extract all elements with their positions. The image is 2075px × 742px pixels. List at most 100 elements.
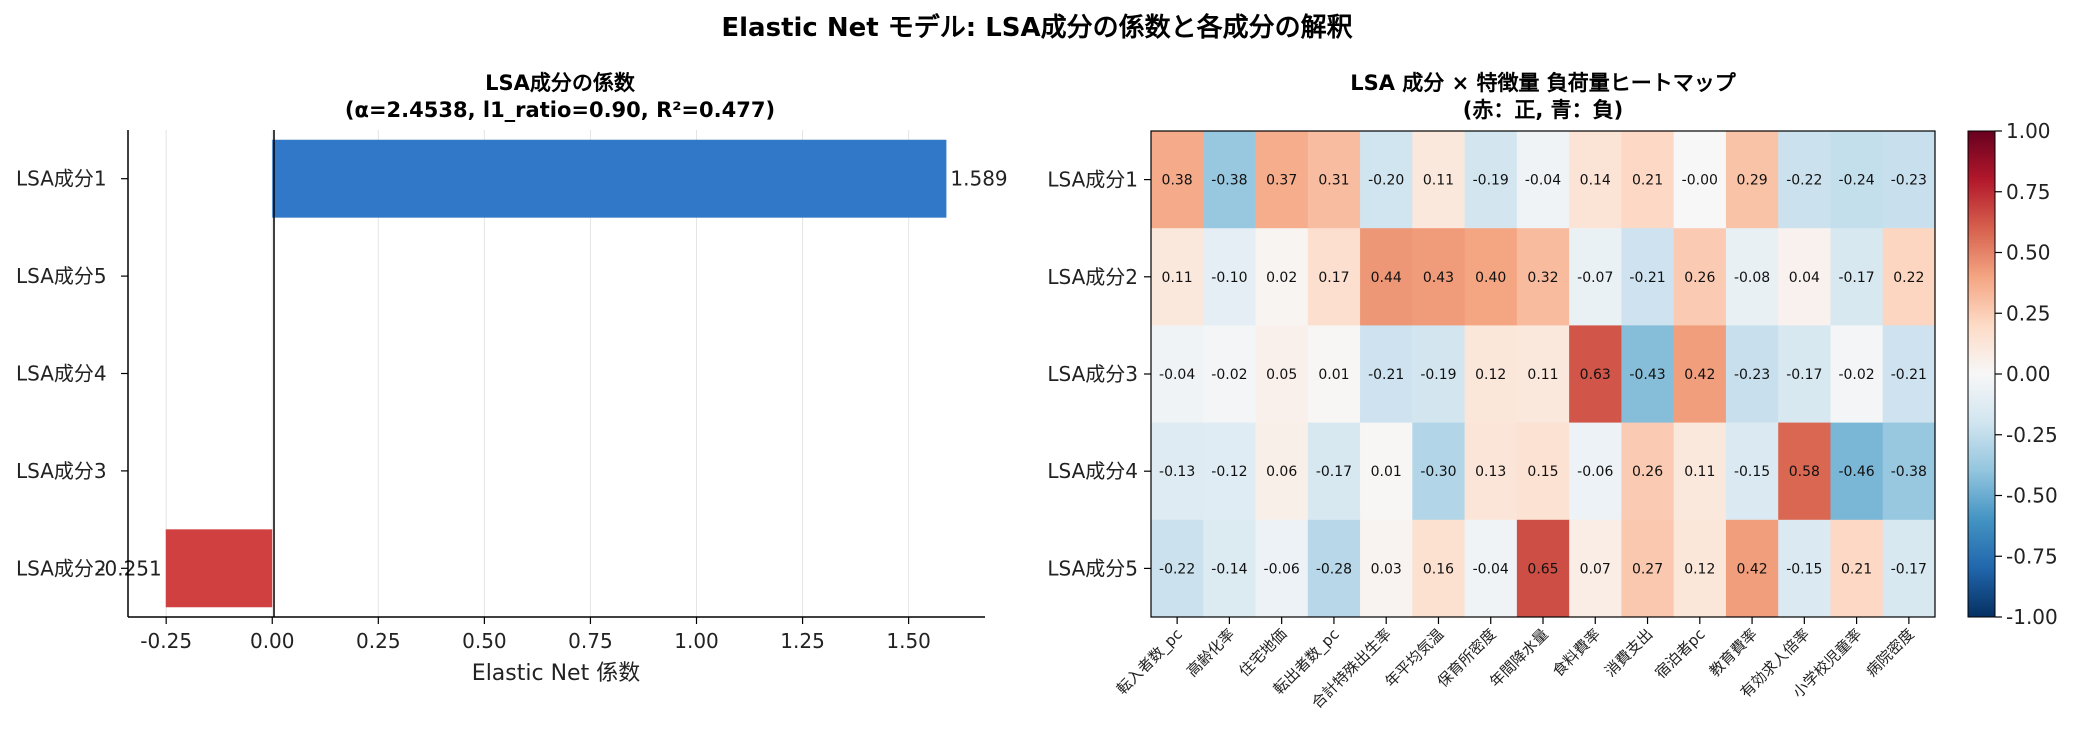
heatmap-cell	[1307, 228, 1361, 326]
heatmap-cell-label: 0.42	[1736, 561, 1767, 577]
heatmap-cell	[1464, 519, 1518, 618]
bar-x-tick-label: 0.25	[356, 629, 401, 653]
heatmap-cell-label: -0.06	[1577, 464, 1613, 480]
heatmap-cell-label: -0.15	[1734, 464, 1770, 480]
heatmap-cell	[1882, 131, 1936, 229]
heatmap-cell	[1151, 422, 1204, 521]
bar-chart-subtitle: (α=2.4538, l1_ratio=0.90, R²=0.477)	[345, 98, 775, 122]
heatmap-cell-label: -0.00	[1682, 173, 1718, 189]
heatmap-cell	[1360, 422, 1413, 521]
heatmap-cell	[1203, 519, 1257, 618]
heatmap-cell	[1255, 422, 1309, 521]
heatmap-cell-label: 0.65	[1527, 561, 1558, 577]
heatmap-cell-label: -0.19	[1473, 173, 1509, 189]
heatmap-row-label: LSA成分5	[1047, 556, 1138, 580]
heatmap-cell	[1725, 325, 1779, 424]
heatmap-cell	[1255, 228, 1309, 326]
heatmap-cell-label: 0.32	[1527, 270, 1558, 286]
heatmap-cell	[1151, 325, 1204, 424]
heatmap-cell	[1151, 519, 1204, 618]
heatmap-cell-label: -0.21	[1629, 270, 1665, 286]
heatmap-cell-label: 0.11	[1162, 270, 1193, 286]
bar-category-label: LSA成分4	[16, 362, 107, 386]
heatmap-row-label: LSA成分4	[1047, 459, 1138, 483]
heatmap-cell	[1516, 325, 1570, 424]
heatmap-cell-label: 0.14	[1580, 173, 1611, 189]
heatmap-cell-label: 0.31	[1318, 173, 1349, 189]
heatmap-cell-label: -0.38	[1891, 464, 1927, 480]
heatmap-cell-label: -0.08	[1734, 270, 1770, 286]
heatmap-cell	[1882, 422, 1936, 521]
heatmap-cell	[1255, 325, 1309, 424]
colorbar-tick-label: 0.75	[2006, 180, 2051, 204]
heatmap-cell	[1516, 228, 1570, 326]
heatmap-cell-label: -0.30	[1420, 464, 1456, 480]
heatmap-cell	[1673, 228, 1727, 326]
heatmap-column-label: 病院密度	[1863, 625, 1918, 680]
heatmap-cell-label: -0.02	[1211, 367, 1247, 383]
heatmap-cell-label: -0.10	[1211, 270, 1247, 286]
heatmap-cell	[1464, 131, 1518, 229]
heatmap-cell-label: 0.29	[1736, 173, 1767, 189]
heatmap-cell	[1464, 228, 1518, 326]
heatmap-cell-label: -0.43	[1629, 367, 1665, 383]
bar-value-label: -0.251	[97, 556, 161, 580]
heatmap-cell-label: 0.04	[1789, 270, 1820, 286]
heatmap-cell	[1307, 422, 1361, 521]
heatmap-cell-label: -0.20	[1368, 173, 1404, 189]
heatmap-cell	[1464, 422, 1518, 521]
heatmap-cell-label: 0.01	[1371, 464, 1402, 480]
heatmap-cell-label: -0.06	[1264, 561, 1300, 577]
bar-y-ticks: LSA成分1 LSA成分5 LSA成分4 LSA成分3 LSA成分2	[16, 167, 128, 580]
heatmap-cell-label: -0.04	[1159, 367, 1195, 383]
heatmap-panel: LSA 成分 × 特徴量 負荷量ヒートマップ (赤：正, 青：負) 0.38 -0…	[1047, 71, 2057, 712]
bar-value-label: 1.589	[950, 167, 1007, 191]
heatmap-row-label: LSA成分1	[1047, 168, 1138, 192]
bar-x-tick-label: 0.50	[462, 629, 507, 653]
heatmap-cell	[1360, 131, 1413, 229]
heatmap-cell	[1412, 131, 1466, 229]
colorbar-tick-label: 0.00	[2006, 362, 2051, 386]
heatmap-cell	[1621, 325, 1675, 424]
heatmap-cell-label: 0.03	[1371, 561, 1402, 577]
bar-x-tick-label: -0.25	[140, 629, 192, 653]
heatmap-cell	[1151, 131, 1204, 229]
bar-category-label: LSA成分3	[16, 459, 107, 483]
colorbar-tick-label: -0.75	[2006, 544, 2058, 568]
heatmap-cell-label: 0.27	[1632, 561, 1663, 577]
heatmap-cell	[1830, 422, 1884, 521]
heatmap-cell-label: -0.15	[1786, 561, 1822, 577]
heatmap-cell-label: 0.01	[1318, 367, 1349, 383]
heatmap-cell-label: -0.12	[1211, 464, 1247, 480]
heatmap-cell-label: 0.26	[1684, 270, 1715, 286]
heatmap-cell	[1360, 228, 1413, 326]
heatmap-cell-label: -0.24	[1838, 173, 1874, 189]
heatmap-cell	[1673, 422, 1727, 521]
heatmap-cell	[1255, 131, 1309, 229]
heatmap-cell-label: -0.23	[1891, 173, 1927, 189]
heatmap-cell	[1621, 228, 1675, 326]
heatmap-cell-label: -0.14	[1211, 561, 1247, 577]
heatmap-row-label: LSA成分2	[1047, 265, 1138, 289]
bar-chart-panel: LSA成分の係数 (α=2.4538, l1_ratio=0.90, R²=0.…	[16, 71, 1008, 686]
heatmap-cell-label: 0.02	[1266, 270, 1297, 286]
heatmap-cell-label: -0.38	[1211, 173, 1247, 189]
heatmap-cell	[1203, 131, 1257, 229]
heatmap-cell-label: -0.04	[1525, 173, 1561, 189]
heatmap-subtitle: (赤：正, 青：負)	[1463, 98, 1623, 122]
heatmap-cell	[1778, 422, 1831, 521]
heatmap-cell	[1673, 519, 1727, 618]
heatmap-title: LSA 成分 × 特徴量 負荷量ヒートマップ	[1350, 71, 1737, 95]
heatmap-cell-label: -0.17	[1316, 464, 1352, 480]
heatmap-cell	[1360, 519, 1413, 618]
bar-category-label: LSA成分1	[16, 167, 107, 191]
heatmap-row-labels: LSA成分1 LSA成分2 LSA成分3 LSA成分4 LSA成分5	[1047, 168, 1151, 580]
heatmap-cell	[1725, 131, 1779, 229]
heatmap-cell	[1882, 228, 1936, 326]
heatmap-cell	[1307, 519, 1361, 618]
colorbar-tick-label: 1.00	[2006, 119, 2051, 143]
heatmap-cell-label: 0.63	[1580, 367, 1611, 383]
heatmap-cell	[1778, 519, 1831, 618]
colorbar-tick-label: -0.50	[2006, 484, 2058, 508]
